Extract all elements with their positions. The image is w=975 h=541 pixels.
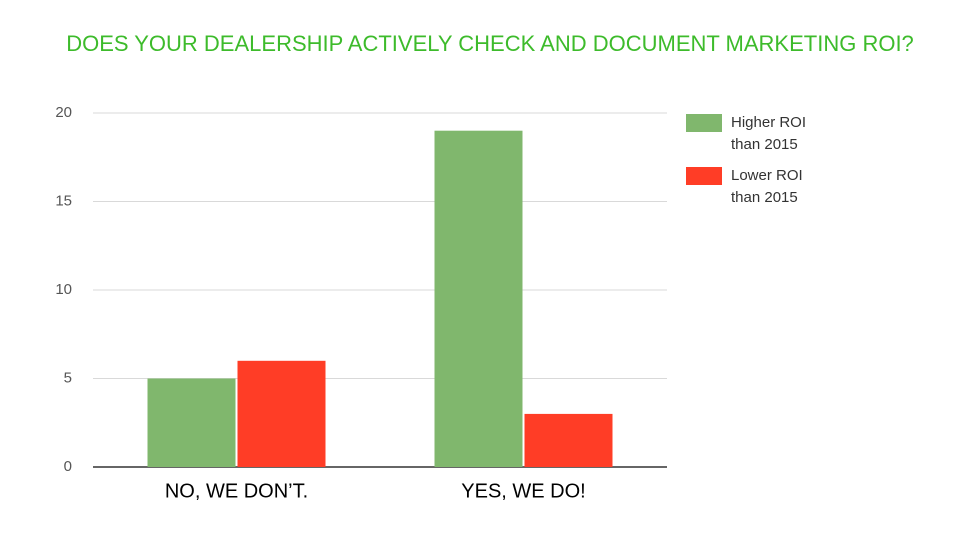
y-tick-label: 5 <box>64 369 72 386</box>
legend-item: Lower ROI than 2015 <box>686 167 831 209</box>
legend-swatch <box>686 114 722 132</box>
legend-item: Higher ROI than 2015 <box>686 114 831 156</box>
bar <box>434 130 523 467</box>
legend-label: Higher ROI than 2015 <box>731 114 807 153</box>
y-tick-label: 15 <box>55 192 72 209</box>
legend-swatch <box>686 167 722 185</box>
x-tick-label: YES, WE DO! <box>461 480 585 502</box>
x-tick-label: NO, WE DON’T. <box>165 480 308 502</box>
bar <box>524 413 613 467</box>
y-tick-label: 0 <box>64 458 72 475</box>
chart-title: DOES YOUR DEALERSHIP ACTIVELY CHECK AND … <box>66 31 914 56</box>
bar <box>147 378 236 467</box>
bar <box>237 360 326 467</box>
y-tick-label: 20 <box>55 104 72 121</box>
legend-label: Lower ROI than 2015 <box>731 167 803 206</box>
y-tick-label: 10 <box>55 281 72 298</box>
